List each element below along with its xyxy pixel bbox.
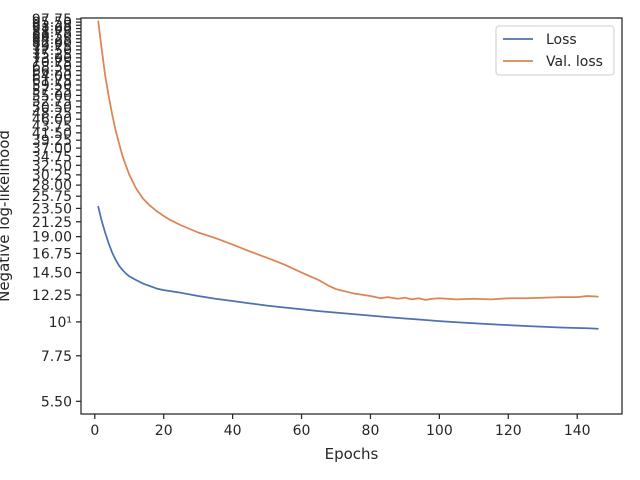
y-tick-label: 28.00: [32, 178, 72, 194]
y-tick-label: 61.75: [32, 73, 72, 89]
y-tick-label: 19.00: [32, 230, 72, 246]
y-tick-label: 77.50: [32, 43, 72, 59]
y-tick-label: 25.75: [32, 189, 72, 205]
y-tick-label: 70.75: [32, 55, 72, 71]
y-tick-label: 7.75: [41, 349, 72, 365]
x-tick-label: 80: [362, 423, 380, 439]
y-tick-label: 55.00: [32, 88, 72, 104]
x-tick-label: 20: [155, 423, 173, 439]
x-axis-ticks: 0 20 40 60 80 100 120 140: [90, 414, 591, 439]
x-tick-label: 120: [495, 423, 522, 439]
y-tick-label: 68.50: [32, 59, 72, 75]
y-axis-label: Negative log-likelihood: [0, 130, 13, 302]
y-tick-label: 95.50: [32, 15, 72, 31]
y-tick-label: 82.00: [32, 35, 72, 51]
y-tick-label: 91.00: [32, 22, 72, 38]
series-line-val-loss: [97, 20, 599, 301]
y-tick-label: 39.25: [32, 133, 72, 149]
y-tick-label: 46.00: [32, 112, 72, 128]
y-tick-label: 64.00: [32, 68, 72, 84]
legend-label: Val. loss: [546, 54, 603, 70]
y-axis-ticks: 5.50 7.75 10¹ 12.25 14.50 16.7519.0021.2523.5…: [32, 12, 81, 410]
y-tick-label: 10¹: [49, 315, 72, 331]
y-tick-label: 41.50: [32, 126, 72, 142]
y-tick-label: 66.25: [32, 64, 72, 80]
y-tick-label: 52.75: [32, 94, 72, 110]
y-tick-label: 14.50: [32, 266, 72, 282]
legend-label: Loss: [546, 32, 577, 48]
x-tick-label: 0: [90, 423, 99, 439]
y-tick-label: 12.25: [32, 288, 72, 304]
x-axis-label: Epochs: [325, 445, 379, 463]
y-tick-label: 50.50: [32, 100, 72, 116]
plot-frame: [80, 17, 623, 415]
y-tick-label: 73.00: [32, 51, 72, 67]
series-line-loss: [97, 205, 599, 330]
y-tick-label: 32.50: [32, 158, 72, 174]
x-tick-label: 40: [224, 423, 242, 439]
y-tick-label: 21.25: [32, 215, 72, 231]
y-tick-label: 97.75: [32, 12, 72, 28]
x-tick-label: 60: [293, 423, 311, 439]
y-tick-label: 16.75: [32, 246, 72, 262]
y-tick-label: 84.25: [32, 32, 72, 48]
y-tick-label: 23.50: [32, 201, 72, 217]
legend-entries: Loss Val. loss: [503, 32, 603, 70]
y-tick-label: 34.75: [32, 149, 72, 165]
y-tick-label: 59.50: [32, 78, 72, 94]
y-tick-label: 79.75: [32, 39, 72, 55]
x-tick-label: 100: [426, 423, 453, 439]
legend: Loss Val. loss: [495, 25, 615, 76]
y-tick-label: 5.50: [41, 394, 72, 410]
y-tick-label: 93.25: [32, 18, 72, 34]
y-tick-label: 88.75: [32, 25, 72, 41]
y-tick-label: 57.25: [32, 83, 72, 99]
y-tick-label: 37.00: [32, 141, 72, 157]
y-tick-label: 75.25: [32, 47, 72, 63]
x-tick-label: 140: [564, 423, 591, 439]
y-tick-label: 30.25: [32, 168, 72, 184]
y-tick-label: 48.25: [32, 106, 72, 122]
series-layer: [97, 20, 599, 330]
y-tick-label: 43.75: [32, 119, 72, 135]
y-tick-label: 86.50: [32, 28, 72, 44]
